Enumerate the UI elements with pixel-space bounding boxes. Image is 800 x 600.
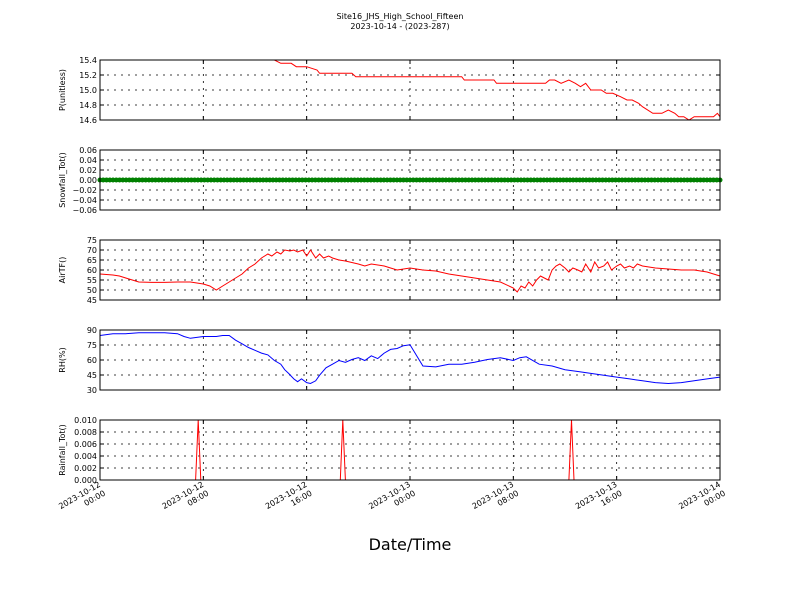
x-tick-label: 2023-10-1208:00 xyxy=(161,480,211,520)
panel-frame xyxy=(99,329,721,391)
y-axis-label: P(unitless) xyxy=(58,69,67,111)
y-tick-label: 50 xyxy=(87,286,97,295)
y-tick-label: 0.02 xyxy=(79,166,97,175)
x-tick-label: 2023-10-1300:00 xyxy=(367,480,417,520)
x-axis-label: Date/Time xyxy=(369,535,452,554)
y-tick-label: 0.002 xyxy=(74,464,97,473)
panel-frame xyxy=(99,239,721,301)
x-tick-label: 2023-10-1400:00 xyxy=(677,480,727,520)
y-tick-label: −0.06 xyxy=(72,206,97,215)
y-tick-label: 0.004 xyxy=(74,452,97,461)
y-tick-label: 70 xyxy=(87,246,97,255)
y-tick-label: 14.6 xyxy=(79,116,97,125)
y-tick-label: 45 xyxy=(87,371,97,380)
panel-frame xyxy=(99,149,721,211)
x-tick-label: 2023-10-1200:00 xyxy=(57,480,107,520)
y-tick-label: 55 xyxy=(87,276,97,285)
y-tick-label: 15.4 xyxy=(79,56,97,65)
panel-5: 0.010 0.008 0.006 0.004 0.002 0.000 Rainfall_T… xyxy=(58,416,721,485)
panel-4: 90 75 60 45 30 RH(%) xyxy=(58,326,721,395)
x-tick-label: 2023-10-1216:00 xyxy=(264,480,314,520)
panel-2: 0.060.040.020.00−0.02−0.04−0.06 Snowfall_… xyxy=(58,146,723,215)
chart-subtitle: 2023-10-14 - (2023-287) xyxy=(350,22,449,31)
y-tick-label: 0.000 xyxy=(74,476,97,485)
x-tick-label: 2023-10-1308:00 xyxy=(471,480,521,520)
y-tick-label: −0.02 xyxy=(72,186,97,195)
y-tick-label: 0.010 xyxy=(74,416,97,425)
y-tick-label: 0.006 xyxy=(74,440,97,449)
panel-frame xyxy=(99,59,721,121)
y-tick-label: 0.06 xyxy=(79,146,97,155)
y-tick-label: 75 xyxy=(87,341,97,350)
y-axis-label: AirTF() xyxy=(58,257,67,284)
y-tick-label: 90 xyxy=(87,326,97,335)
y-tick-label: 15.0 xyxy=(79,86,97,95)
y-tick-label: 30 xyxy=(87,386,97,395)
y-tick-label: 0.04 xyxy=(79,156,97,165)
y-tick-label: 65 xyxy=(87,256,97,265)
x-tick-label: 2023-10-1316:00 xyxy=(574,480,624,520)
y-tick-label: 15.2 xyxy=(79,71,97,80)
panel-1: 15.4 15.2 15.0 14.8 14.6 P(unitless) xyxy=(58,56,721,125)
y-tick-label: −0.04 xyxy=(72,196,97,205)
y-axis-label: Snowfall_Tot() xyxy=(58,152,67,208)
y-tick-label: 60 xyxy=(87,266,97,275)
chart-title: Site16_JHS_High_School_Fifteen xyxy=(337,12,464,21)
x-axis-ticks: 2023-10-1200:00 2023-10-1208:00 2023-10-12… xyxy=(57,480,727,520)
series-line xyxy=(99,332,721,385)
series-line xyxy=(100,59,721,121)
y-tick-label: 14.8 xyxy=(79,101,97,110)
y-tick-label: 75 xyxy=(87,236,97,245)
y-tick-label: 0.008 xyxy=(74,428,97,437)
chart-panels: 15.415.215.014.814.6P(unitless)0.060.040… xyxy=(58,56,723,485)
panel-frame xyxy=(99,419,721,481)
y-axis-label: Rainfall_Tot() xyxy=(58,424,67,476)
y-tick-label: 45 xyxy=(87,296,97,305)
series-line xyxy=(99,249,721,293)
y-axis-label: RH(%) xyxy=(58,347,67,372)
y-tick-label: 60 xyxy=(87,356,97,365)
y-tick-label: 0.00 xyxy=(79,176,97,185)
